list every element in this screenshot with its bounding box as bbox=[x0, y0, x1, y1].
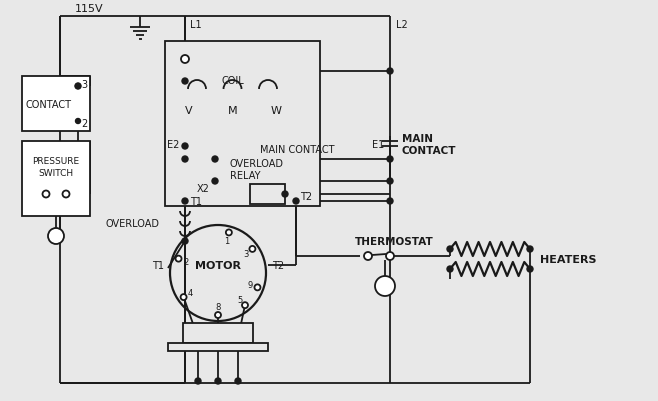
Text: 1: 1 bbox=[224, 236, 230, 245]
Circle shape bbox=[387, 198, 393, 205]
Circle shape bbox=[527, 246, 533, 252]
Text: T1: T1 bbox=[152, 260, 164, 270]
Text: T2: T2 bbox=[300, 192, 312, 201]
Text: SWITCH: SWITCH bbox=[38, 169, 74, 178]
Circle shape bbox=[255, 285, 261, 291]
Text: 5: 5 bbox=[238, 295, 243, 304]
Bar bbox=[183, 323, 253, 343]
Circle shape bbox=[182, 144, 188, 150]
Circle shape bbox=[447, 246, 453, 252]
Bar bbox=[22, 142, 90, 217]
Text: L1: L1 bbox=[190, 20, 201, 30]
Circle shape bbox=[235, 378, 241, 384]
Circle shape bbox=[48, 229, 64, 244]
Circle shape bbox=[212, 157, 218, 162]
Text: MOTOR: MOTOR bbox=[195, 260, 241, 270]
Circle shape bbox=[387, 157, 393, 162]
Text: V: V bbox=[185, 106, 193, 116]
Circle shape bbox=[182, 239, 188, 244]
Text: HEATERS: HEATERS bbox=[540, 254, 597, 264]
Text: E1: E1 bbox=[372, 140, 384, 150]
Circle shape bbox=[226, 230, 232, 236]
Circle shape bbox=[43, 191, 49, 198]
Circle shape bbox=[63, 191, 70, 198]
Circle shape bbox=[76, 84, 80, 89]
Bar bbox=[168, 343, 268, 351]
Circle shape bbox=[215, 378, 221, 384]
Circle shape bbox=[387, 178, 393, 184]
Text: L2: L2 bbox=[396, 20, 408, 30]
Circle shape bbox=[242, 302, 248, 308]
Text: T2: T2 bbox=[272, 260, 284, 270]
Circle shape bbox=[182, 157, 188, 162]
Text: 3: 3 bbox=[243, 249, 249, 258]
Text: CONTACT: CONTACT bbox=[402, 146, 457, 156]
Text: 9: 9 bbox=[247, 280, 253, 290]
Circle shape bbox=[375, 276, 395, 296]
Circle shape bbox=[364, 252, 372, 260]
Text: E2: E2 bbox=[166, 140, 179, 150]
Circle shape bbox=[182, 198, 188, 205]
Text: COIL: COIL bbox=[221, 76, 244, 86]
Circle shape bbox=[212, 178, 218, 184]
Circle shape bbox=[182, 79, 188, 85]
Bar bbox=[22, 77, 90, 132]
Text: M: M bbox=[228, 106, 238, 116]
Text: 2: 2 bbox=[81, 119, 87, 129]
Circle shape bbox=[527, 266, 533, 272]
Bar bbox=[175, 90, 290, 132]
Circle shape bbox=[195, 378, 201, 384]
Text: OVERLOAD: OVERLOAD bbox=[106, 219, 160, 229]
Text: PRESSURE: PRESSURE bbox=[32, 157, 80, 166]
Circle shape bbox=[282, 192, 288, 198]
Text: 2: 2 bbox=[184, 257, 189, 266]
Text: T1: T1 bbox=[190, 196, 202, 207]
Circle shape bbox=[181, 56, 189, 64]
Text: W: W bbox=[270, 106, 282, 116]
Circle shape bbox=[386, 252, 394, 260]
Text: 3: 3 bbox=[81, 80, 87, 90]
Text: 115V: 115V bbox=[75, 4, 103, 14]
Text: OVERLOAD
RELAY: OVERLOAD RELAY bbox=[230, 159, 284, 180]
Text: 8: 8 bbox=[215, 303, 220, 312]
Bar bbox=[250, 184, 285, 205]
Text: THERMOSTAT: THERMOSTAT bbox=[355, 237, 434, 246]
Text: CONTACT: CONTACT bbox=[25, 99, 71, 109]
Circle shape bbox=[447, 266, 453, 272]
Bar bbox=[165, 42, 320, 207]
Text: MAIN: MAIN bbox=[402, 134, 433, 144]
Circle shape bbox=[293, 198, 299, 205]
Circle shape bbox=[75, 84, 81, 90]
Circle shape bbox=[215, 312, 221, 318]
Text: X2: X2 bbox=[197, 184, 210, 194]
Circle shape bbox=[176, 256, 182, 262]
Circle shape bbox=[249, 246, 255, 252]
Circle shape bbox=[180, 294, 187, 300]
Text: 4: 4 bbox=[188, 288, 193, 297]
Circle shape bbox=[76, 119, 80, 124]
Circle shape bbox=[387, 69, 393, 75]
Text: MAIN CONTACT: MAIN CONTACT bbox=[260, 145, 334, 155]
